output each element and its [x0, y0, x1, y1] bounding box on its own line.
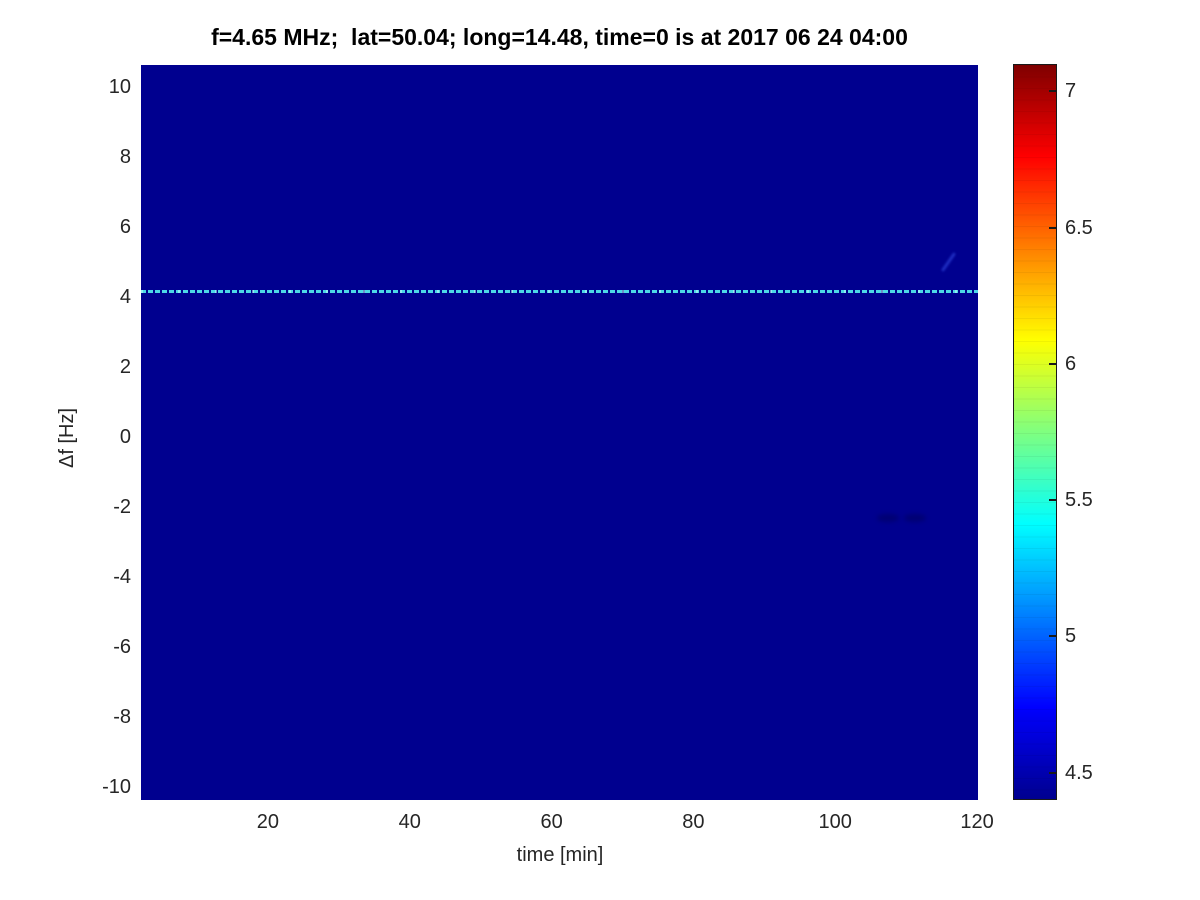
y-tick-label: 0: [119, 426, 131, 449]
faint-smudge-1: [877, 513, 900, 522]
y-tick-label: 8: [119, 146, 131, 169]
y-tick-label: 4: [119, 286, 131, 309]
dashed-signal-line: [141, 290, 978, 294]
x-tick-label: 80: [682, 811, 705, 833]
colorbar-tick-mark: [1049, 226, 1056, 229]
x-tick-label: 100: [818, 811, 852, 833]
y-tick-label: -4: [113, 566, 131, 589]
colorbar-tick-label: 7: [1065, 80, 1077, 103]
x-tick-label: 20: [256, 811, 280, 833]
colorbar-tick-label: 5: [1065, 625, 1077, 648]
colorbar-tick-label: 6: [1065, 352, 1077, 375]
colorbar-tick-label: 6.5: [1065, 216, 1093, 239]
colorbar-tick-label: 4.5: [1065, 761, 1093, 784]
faint-smudge-2: [904, 513, 927, 522]
x-tick-label: 120: [960, 811, 994, 833]
y-tick-label: -8: [113, 706, 131, 729]
y-tick-label: 6: [119, 216, 131, 239]
colorbar-tick-mark: [1049, 771, 1056, 774]
y-tick-label: -10: [102, 776, 131, 799]
x-axis-label: time [min]: [516, 844, 604, 866]
plot-title: f=4.65 MHz; lat=50.04; long=14.48, time=…: [211, 24, 908, 50]
colorbar-tick-mark: [1049, 90, 1056, 93]
faint-streak: [940, 252, 956, 272]
colorbar-tick-label: 5.5: [1065, 489, 1093, 512]
y-tick-label: 2: [119, 356, 131, 379]
colorbar-tick-mark: [1049, 499, 1056, 502]
x-tick-label: 40: [398, 811, 421, 833]
y-tick-label: -6: [113, 636, 131, 659]
y-tick-label: 10: [108, 76, 131, 99]
x-tick-label: 60: [540, 811, 563, 833]
colorbar: [1013, 64, 1057, 800]
y-tick-label: -2: [113, 496, 131, 519]
colorbar-tick-mark: [1049, 362, 1056, 365]
heatmap-plot-area: [141, 65, 978, 800]
colorbar-tick-mark: [1049, 635, 1056, 638]
